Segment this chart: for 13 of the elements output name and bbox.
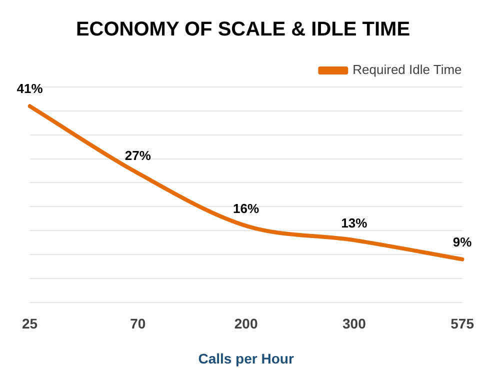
data-label: 16% [233,200,260,216]
data-label: 13% [341,215,368,230]
data-label: 27% [124,148,152,164]
legend-label: Required Idle Time [352,62,462,78]
x-axis-title: Calls per Hour [198,350,294,366]
x-tick-label: 25 [22,316,38,332]
data-label: 9% [452,234,472,250]
x-tick-label: 300 [342,316,366,332]
x-tick-label: 70 [130,316,146,332]
chart-title: ECONOMY OF SCALE & IDLE TIME [76,18,410,41]
x-tick-label: 575 [450,316,474,332]
x-tick-label: 200 [234,316,258,332]
data-label: 41% [16,81,44,96]
